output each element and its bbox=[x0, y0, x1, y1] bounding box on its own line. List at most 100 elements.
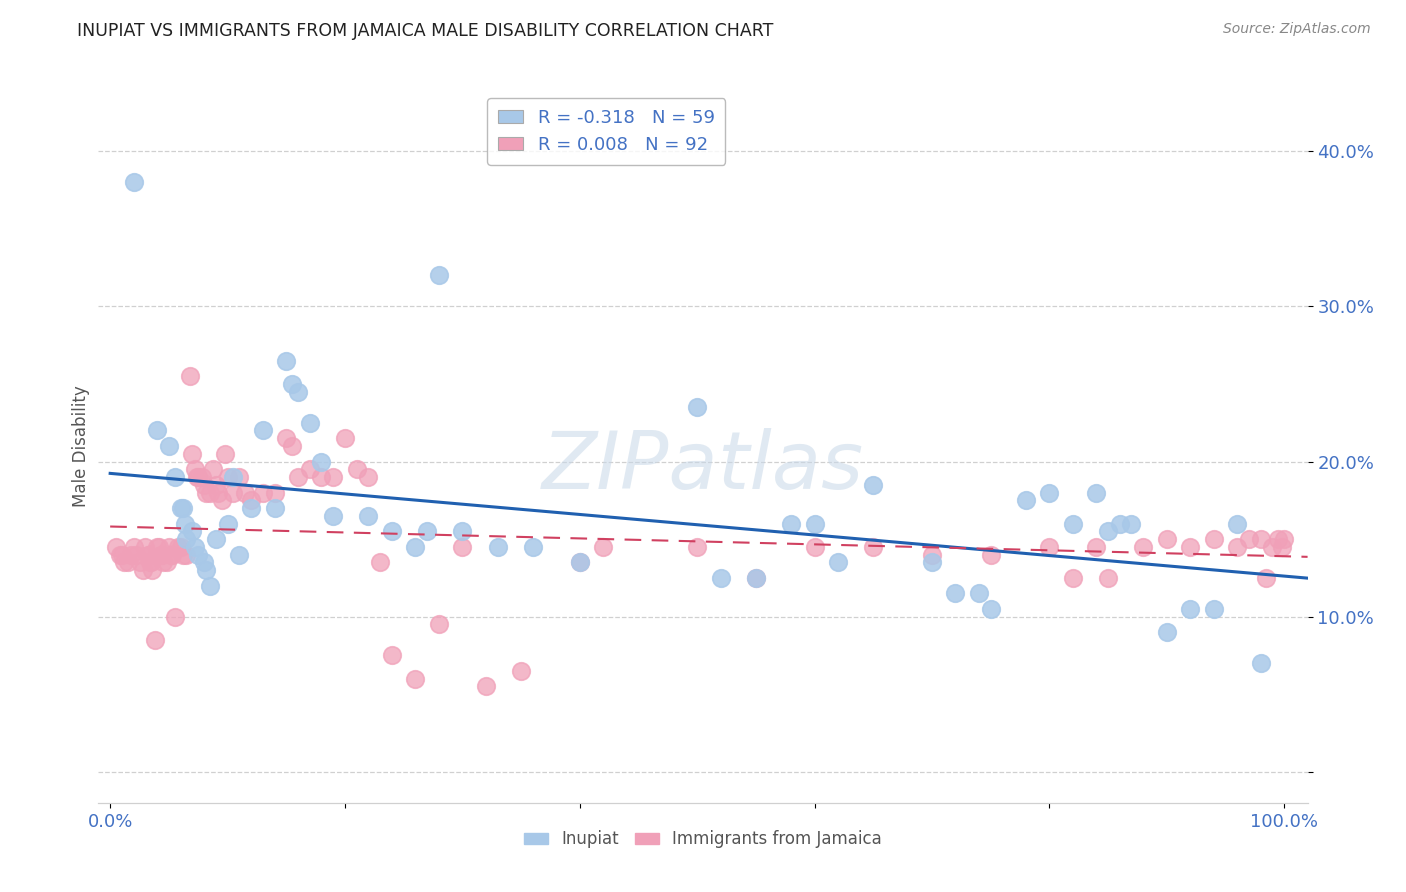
Point bbox=[803, 540, 825, 554]
Point bbox=[146, 424, 169, 438]
Point bbox=[1121, 516, 1143, 531]
Point bbox=[486, 540, 509, 554]
Point bbox=[745, 571, 768, 585]
Point bbox=[568, 555, 591, 569]
Point bbox=[427, 268, 450, 283]
Point bbox=[346, 462, 368, 476]
Point bbox=[298, 462, 321, 476]
Point bbox=[381, 524, 404, 539]
Point bbox=[1156, 532, 1178, 546]
Point bbox=[211, 493, 233, 508]
Point bbox=[827, 555, 849, 569]
Point bbox=[311, 454, 333, 468]
Point bbox=[108, 548, 131, 562]
Point bbox=[193, 477, 215, 491]
Point bbox=[139, 555, 162, 569]
Point bbox=[745, 571, 768, 585]
Point bbox=[404, 672, 426, 686]
Point bbox=[172, 548, 194, 562]
Point bbox=[368, 555, 391, 569]
Point bbox=[176, 548, 198, 562]
Point bbox=[217, 470, 239, 484]
Point bbox=[125, 548, 148, 562]
Point bbox=[980, 548, 1002, 562]
Point bbox=[276, 431, 298, 445]
Point bbox=[1062, 516, 1084, 531]
Point bbox=[921, 555, 943, 569]
Point bbox=[1097, 524, 1119, 539]
Point bbox=[921, 548, 943, 562]
Point bbox=[322, 508, 344, 523]
Point bbox=[198, 485, 221, 500]
Point bbox=[510, 664, 533, 678]
Point bbox=[174, 516, 197, 531]
Point bbox=[287, 384, 309, 399]
Point bbox=[1085, 540, 1108, 554]
Point bbox=[240, 493, 263, 508]
Point bbox=[228, 470, 250, 484]
Point bbox=[186, 470, 208, 484]
Point bbox=[522, 540, 544, 554]
Legend: Inupiat, Immigrants from Jamaica: Inupiat, Immigrants from Jamaica bbox=[517, 824, 889, 855]
Point bbox=[162, 548, 184, 562]
Point bbox=[195, 563, 218, 577]
Point bbox=[252, 424, 274, 438]
Point bbox=[111, 548, 134, 562]
Point bbox=[1180, 602, 1202, 616]
Point bbox=[172, 501, 194, 516]
Point bbox=[193, 555, 215, 569]
Point bbox=[686, 401, 709, 415]
Point bbox=[187, 470, 209, 484]
Point bbox=[122, 540, 145, 554]
Point bbox=[150, 548, 173, 562]
Point bbox=[207, 485, 229, 500]
Point bbox=[141, 563, 163, 577]
Point bbox=[134, 540, 156, 554]
Point bbox=[167, 540, 190, 554]
Point bbox=[1180, 540, 1202, 554]
Point bbox=[945, 586, 967, 600]
Point bbox=[980, 602, 1002, 616]
Point bbox=[1015, 493, 1038, 508]
Point bbox=[1085, 485, 1108, 500]
Point bbox=[322, 470, 344, 484]
Point bbox=[780, 516, 803, 531]
Point bbox=[1038, 485, 1060, 500]
Point bbox=[112, 555, 135, 569]
Text: INUPIAT VS IMMIGRANTS FROM JAMAICA MALE DISABILITY CORRELATION CHART: INUPIAT VS IMMIGRANTS FROM JAMAICA MALE … bbox=[77, 22, 773, 40]
Point bbox=[298, 416, 321, 430]
Point bbox=[132, 563, 155, 577]
Point bbox=[128, 555, 150, 569]
Point bbox=[357, 508, 380, 523]
Point bbox=[1250, 532, 1272, 546]
Point bbox=[281, 376, 304, 391]
Point bbox=[155, 555, 177, 569]
Point bbox=[263, 485, 285, 500]
Point bbox=[276, 353, 298, 368]
Point bbox=[169, 540, 191, 554]
Point bbox=[138, 548, 160, 562]
Point bbox=[152, 555, 174, 569]
Point bbox=[148, 540, 170, 554]
Point bbox=[187, 548, 209, 562]
Point bbox=[157, 540, 180, 554]
Point bbox=[427, 617, 450, 632]
Point bbox=[1108, 516, 1130, 531]
Point bbox=[281, 439, 304, 453]
Point bbox=[146, 540, 169, 554]
Point bbox=[1272, 532, 1295, 546]
Point bbox=[217, 516, 239, 531]
Point bbox=[592, 540, 614, 554]
Text: Source: ZipAtlas.com: Source: ZipAtlas.com bbox=[1223, 22, 1371, 37]
Point bbox=[190, 470, 212, 484]
Point bbox=[451, 540, 474, 554]
Point bbox=[710, 571, 733, 585]
Point bbox=[333, 431, 356, 445]
Point bbox=[204, 477, 226, 491]
Point bbox=[228, 548, 250, 562]
Point bbox=[198, 579, 221, 593]
Point bbox=[169, 501, 191, 516]
Point bbox=[149, 548, 172, 562]
Point bbox=[222, 470, 245, 484]
Point bbox=[451, 524, 474, 539]
